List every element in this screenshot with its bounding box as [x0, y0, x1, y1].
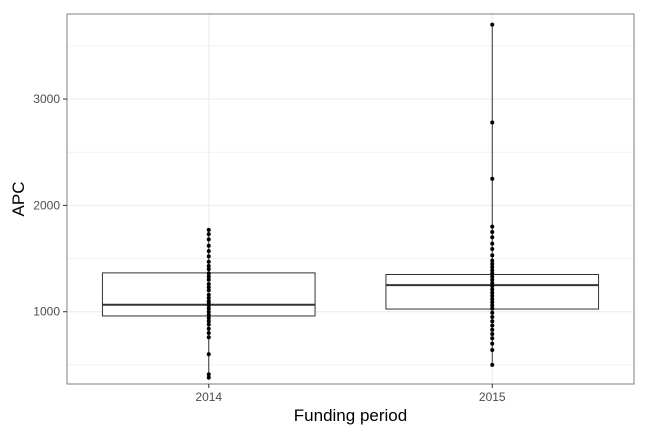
data-point [206, 335, 211, 340]
data-point [206, 277, 211, 282]
y-tick-label: 3000 [33, 92, 60, 106]
y-axis-title: APC [9, 182, 28, 217]
data-point [206, 306, 211, 311]
data-point [490, 274, 495, 279]
data-point [206, 326, 211, 331]
data-point [206, 295, 211, 300]
x-axis-title: Funding period [294, 406, 407, 425]
data-point [206, 299, 211, 304]
x-tick-label: 2015 [479, 390, 506, 404]
data-point [490, 229, 495, 234]
data-point [490, 277, 495, 282]
data-point [206, 330, 211, 335]
data-point [490, 120, 495, 125]
data-point [206, 249, 211, 254]
data-point [490, 253, 495, 258]
data-point [206, 232, 211, 237]
data-point [490, 241, 495, 246]
data-point [206, 254, 211, 259]
data-point [490, 332, 495, 337]
y-tick-label: 2000 [33, 198, 60, 212]
data-point [206, 288, 211, 293]
plot-panel-border [66, 13, 635, 385]
data-point [490, 265, 495, 270]
data-point [490, 268, 495, 273]
data-point [490, 315, 495, 320]
data-point [490, 327, 495, 332]
data-point [490, 306, 495, 311]
data-point [490, 284, 495, 289]
data-point [490, 290, 495, 295]
x-axis-ticks: 2014 2015 [195, 384, 506, 404]
data-point [490, 176, 495, 181]
data-point [490, 319, 495, 324]
x-tick-label: 2014 [195, 390, 222, 404]
data-point [490, 22, 495, 27]
data-point [206, 267, 211, 272]
data-point [206, 292, 211, 297]
data-point [206, 312, 211, 317]
data-point [490, 347, 495, 352]
data-point [206, 271, 211, 276]
data-point [206, 282, 211, 287]
y-axis-ticks: 1000 2000 3000 [33, 92, 67, 319]
data-point [206, 259, 211, 264]
data-point [206, 309, 211, 314]
data-point [206, 375, 211, 380]
data-point [490, 280, 495, 285]
data-point [206, 372, 211, 377]
data-point [490, 341, 495, 346]
data-point [206, 274, 211, 279]
data-point [490, 258, 495, 263]
data-point [490, 362, 495, 367]
data-point [206, 237, 211, 242]
data-point [206, 316, 211, 321]
data-point [206, 322, 211, 327]
data-point [206, 243, 211, 248]
data-point [206, 352, 211, 357]
data-point [490, 293, 495, 298]
data-point [490, 235, 495, 240]
data-point [206, 285, 211, 290]
data-point [490, 296, 495, 301]
data-point [490, 271, 495, 276]
data-point [490, 287, 495, 292]
data-point [490, 310, 495, 315]
grid-lines [67, 14, 634, 384]
data-point [206, 319, 211, 324]
boxes [101, 24, 600, 378]
y-tick-label: 1000 [33, 305, 60, 319]
data-point [206, 227, 211, 232]
data-point [206, 263, 211, 268]
data-point [490, 224, 495, 229]
data-point [490, 336, 495, 341]
data-point [490, 323, 495, 328]
data-point [490, 300, 495, 305]
data-point [490, 303, 495, 308]
data-point [490, 261, 495, 266]
data-point [490, 246, 495, 251]
data-points [206, 22, 495, 380]
